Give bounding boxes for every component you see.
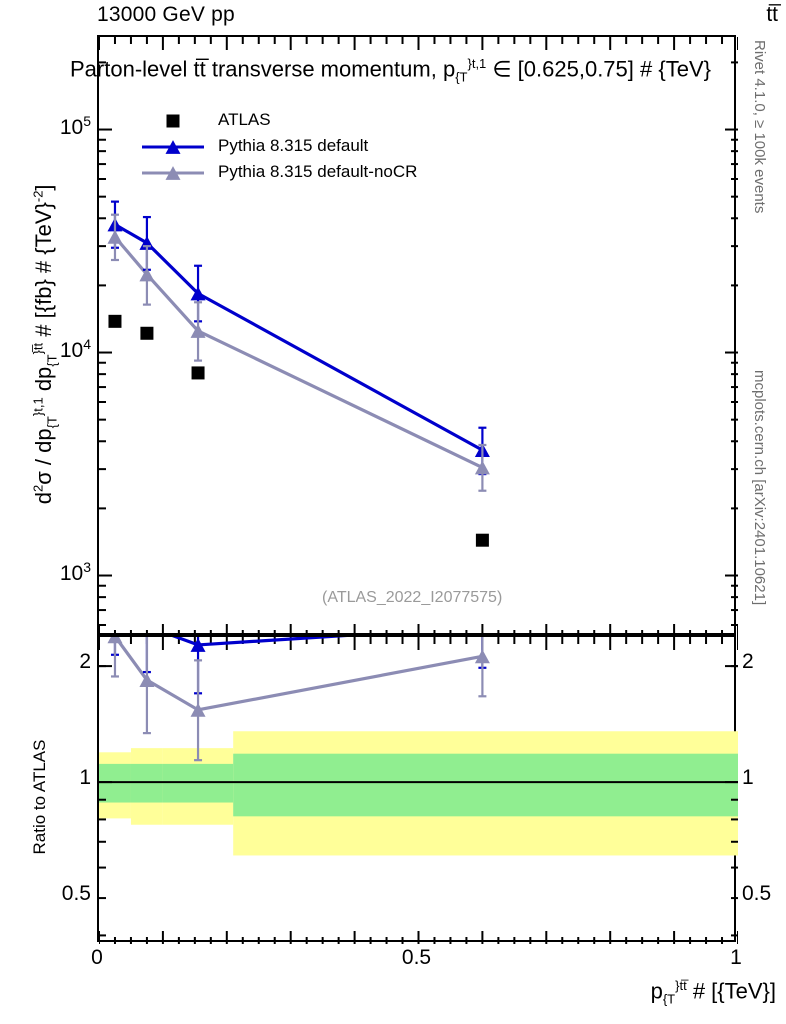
legend-item: ATLAS [140, 108, 480, 134]
legend-label: Pythia 8.315 default-noCR [218, 162, 418, 181]
legend-label: Pythia 8.315 default [218, 136, 369, 155]
x-tick-label: 0 [91, 946, 103, 969]
mcplots-source-label: mcplots.cern.ch [arXiv:2401.10621] [751, 370, 768, 606]
ratio-tick-label: 2 [742, 650, 754, 674]
x-tick-label: 0.5 [401, 946, 432, 969]
legend: ATLAS Pythia 8.315 default Pythia 8.315 de… [140, 108, 480, 186]
ratio-tick-label: 1 [79, 766, 91, 790]
title-sub1: {T [455, 69, 468, 85]
beam-energy-label: 13000 GeV pp [97, 3, 235, 26]
y-tick-label: 105 [59, 112, 91, 139]
y-ticks-ratio-left: 2 1 0.5 [17, 635, 91, 942]
y-tick-label: 103 [59, 558, 91, 585]
ratio-plot-panel [97, 635, 738, 944]
ratio-tick-label: 1 [742, 766, 754, 790]
page-title: Parton-level tt̅ transverse momentum, p{… [70, 56, 770, 85]
legend-item: Pythia 8.315 default [140, 134, 480, 160]
ratio-tick-label: 2 [79, 650, 91, 674]
y-ticks-ratio-right: 2 1 0.5 [742, 635, 786, 942]
main-plot-panel [97, 35, 738, 637]
title-mid: transverse momentum, p [205, 56, 456, 82]
ratio-tick-label: 0.5 [742, 882, 772, 906]
x-ticks: 0 0.5 1 [0, 946, 786, 976]
title-sup1: }t,1 [467, 56, 487, 71]
y-tick-label: 104 [59, 335, 91, 362]
process-label: tt̅ [766, 3, 778, 26]
x-axis-label: p{T}tt̅ # [{TeV}] [650, 978, 776, 1007]
analysis-watermark: (ATLAS_2022_I2077575) [322, 589, 503, 606]
ratio-plot-canvas [99, 637, 738, 944]
legend-label: ATLAS [218, 110, 271, 129]
x-tick-label: 1 [730, 946, 742, 969]
legend-item: Pythia 8.315 default-noCR [140, 160, 480, 186]
square-marker-icon [140, 108, 206, 134]
main-plot-canvas [99, 37, 738, 637]
title-post: ∈ [0.625,0.75] # {TeV} [486, 56, 711, 82]
triangle-marker-icon [140, 160, 206, 186]
title-pre: Parton-level t [70, 56, 200, 82]
rivet-version-label: Rivet 4.1.0, ≥ 100k events [751, 40, 768, 214]
y-ticks-main: 105 104 103 [17, 35, 91, 635]
title-tbar: t̅ [199, 56, 206, 82]
ratio-tick-label: 0.5 [61, 882, 91, 906]
triangle-marker-icon [140, 134, 206, 160]
